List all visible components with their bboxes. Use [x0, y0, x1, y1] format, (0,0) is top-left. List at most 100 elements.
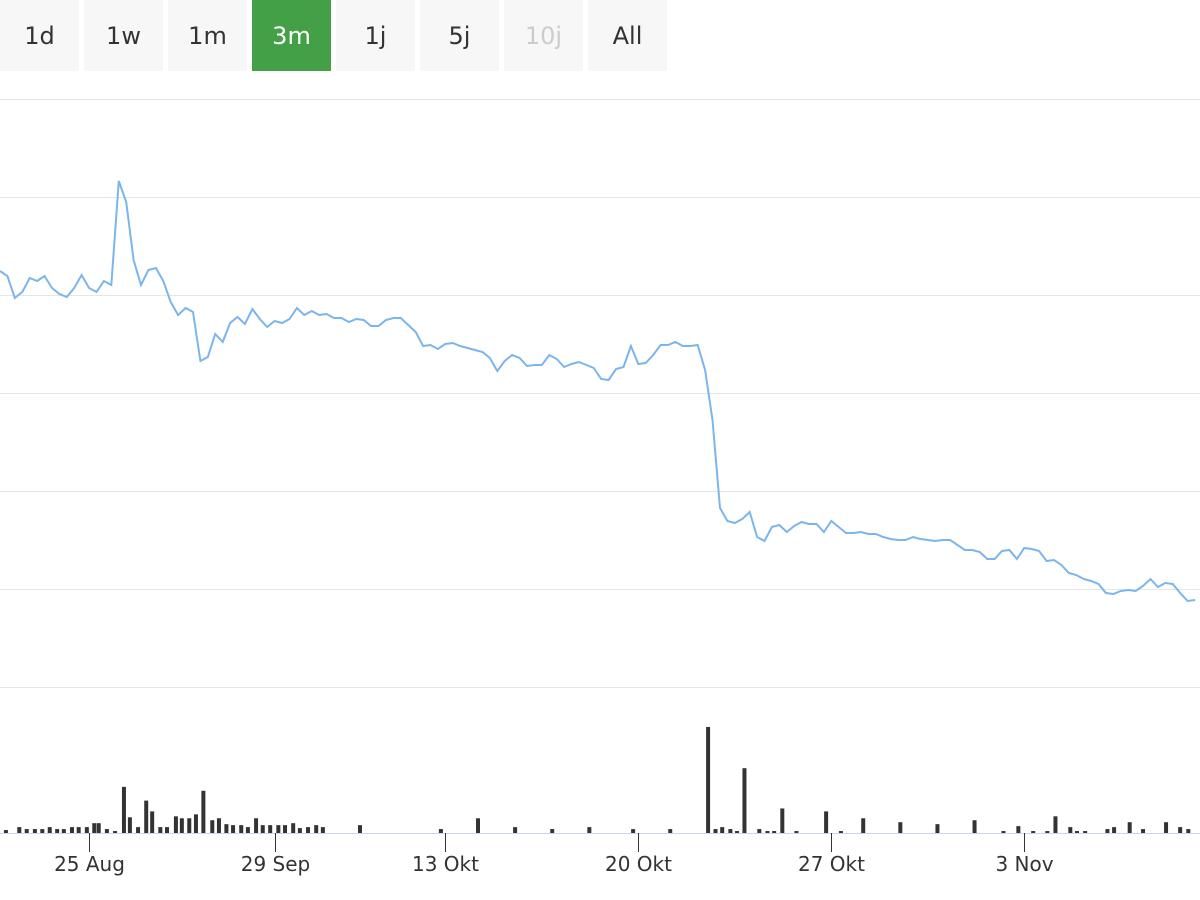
volume-bar — [320, 827, 325, 833]
volume-bar — [17, 827, 22, 833]
volume-bar — [1016, 826, 1021, 833]
volume-bar — [283, 825, 288, 833]
range-button[interactable]: 1m — [168, 0, 247, 71]
volume-bar — [32, 829, 37, 833]
volume-bar — [173, 816, 178, 833]
volume-bar — [513, 827, 518, 833]
volume-bar — [165, 827, 170, 833]
volume-bar — [1141, 829, 1146, 833]
volume-bar — [794, 831, 799, 833]
volume-bar — [216, 818, 221, 833]
volume-bar — [935, 824, 940, 833]
volume-bar — [838, 831, 843, 833]
range-button[interactable]: 1d — [0, 0, 79, 71]
volume-bar — [179, 818, 184, 833]
volume-bar — [631, 829, 636, 833]
volume-bar — [1105, 829, 1110, 833]
volume-bar — [69, 827, 74, 833]
volume-bar — [47, 827, 52, 833]
volume-bar — [772, 831, 777, 833]
volume-bar — [136, 827, 141, 833]
volume-bar — [150, 811, 155, 833]
volume-bar — [780, 808, 785, 833]
volume-bar — [720, 827, 725, 833]
volume-bar — [144, 800, 149, 833]
volume-bar — [713, 829, 718, 833]
range-button[interactable]: 1j — [336, 0, 415, 71]
volume-bar — [291, 823, 296, 833]
volume-bar — [210, 820, 215, 833]
volume-bar — [1178, 827, 1183, 833]
volume-bar — [824, 811, 829, 833]
volume-bar — [357, 825, 362, 833]
volume-bar — [728, 829, 733, 833]
volume-bar — [121, 786, 126, 833]
volume-bar — [476, 818, 480, 833]
range-button[interactable]: 5j — [420, 0, 499, 71]
volume-bar — [40, 829, 45, 833]
volume-bar — [239, 825, 244, 833]
volume-bar — [24, 829, 29, 833]
x-tick-label: 27 Okt — [798, 852, 865, 876]
volume-bar — [3, 830, 8, 833]
volume-bar — [438, 829, 443, 833]
x-tick-label: 29 Sep — [241, 852, 311, 876]
volume-bar — [587, 827, 592, 833]
volume-bar — [550, 829, 555, 833]
x-tick-label: 25 Aug — [54, 852, 125, 876]
volume-bar — [201, 790, 206, 833]
x-tick-label: 3 Nov — [995, 852, 1053, 876]
volume-bar — [1053, 816, 1058, 833]
volume-bar — [193, 814, 198, 833]
price-line — [0, 180, 1196, 603]
range-button[interactable]: All — [588, 0, 667, 71]
volume-bar — [231, 825, 236, 833]
volume-bar — [1164, 822, 1169, 833]
volume-bar — [55, 829, 60, 833]
volume-bar — [314, 825, 319, 833]
volume-bar — [861, 818, 866, 833]
volume-bar — [61, 829, 66, 833]
volume-bar — [706, 726, 711, 833]
volume-bar — [1186, 829, 1191, 833]
volume-bar — [268, 825, 273, 833]
volume-bar — [187, 818, 192, 833]
volume-bar — [898, 822, 903, 833]
volume-bar — [158, 827, 163, 833]
volume-bar — [735, 831, 740, 833]
volume-bar — [306, 827, 311, 833]
volume-bar — [757, 829, 762, 833]
volume-bar — [127, 817, 132, 833]
volume-bar — [1001, 831, 1006, 833]
volume-bar — [224, 824, 229, 833]
volume-bar — [245, 827, 250, 833]
volume-bar — [76, 827, 81, 833]
x-tick-label: 20 Okt — [605, 852, 672, 876]
volume-bar — [972, 820, 977, 833]
volume-bar — [104, 829, 109, 833]
volume-bar — [92, 823, 97, 833]
volume-bar — [260, 825, 265, 833]
volume-bar — [1127, 822, 1132, 833]
volume-bar — [276, 825, 281, 833]
volume-bar — [1112, 827, 1117, 833]
volume-bar — [113, 831, 118, 833]
range-button[interactable]: 1w — [84, 0, 163, 71]
volume-bar — [96, 823, 101, 833]
volume-bar — [84, 827, 89, 833]
volume-bar — [668, 829, 673, 833]
volume-bar — [765, 831, 770, 833]
volume-bar — [742, 768, 747, 833]
x-tick-label: 13 Okt — [412, 852, 479, 876]
volume-bar — [1031, 831, 1036, 833]
volume-bar — [1068, 827, 1073, 833]
volume-bar — [297, 828, 302, 833]
volume-bar — [254, 818, 259, 833]
range-button: 10j — [504, 0, 583, 71]
range-button[interactable]: 3m — [252, 0, 331, 71]
volume-bar — [1083, 831, 1088, 833]
volume-bar — [1045, 831, 1050, 833]
volume-bar — [1074, 831, 1079, 833]
